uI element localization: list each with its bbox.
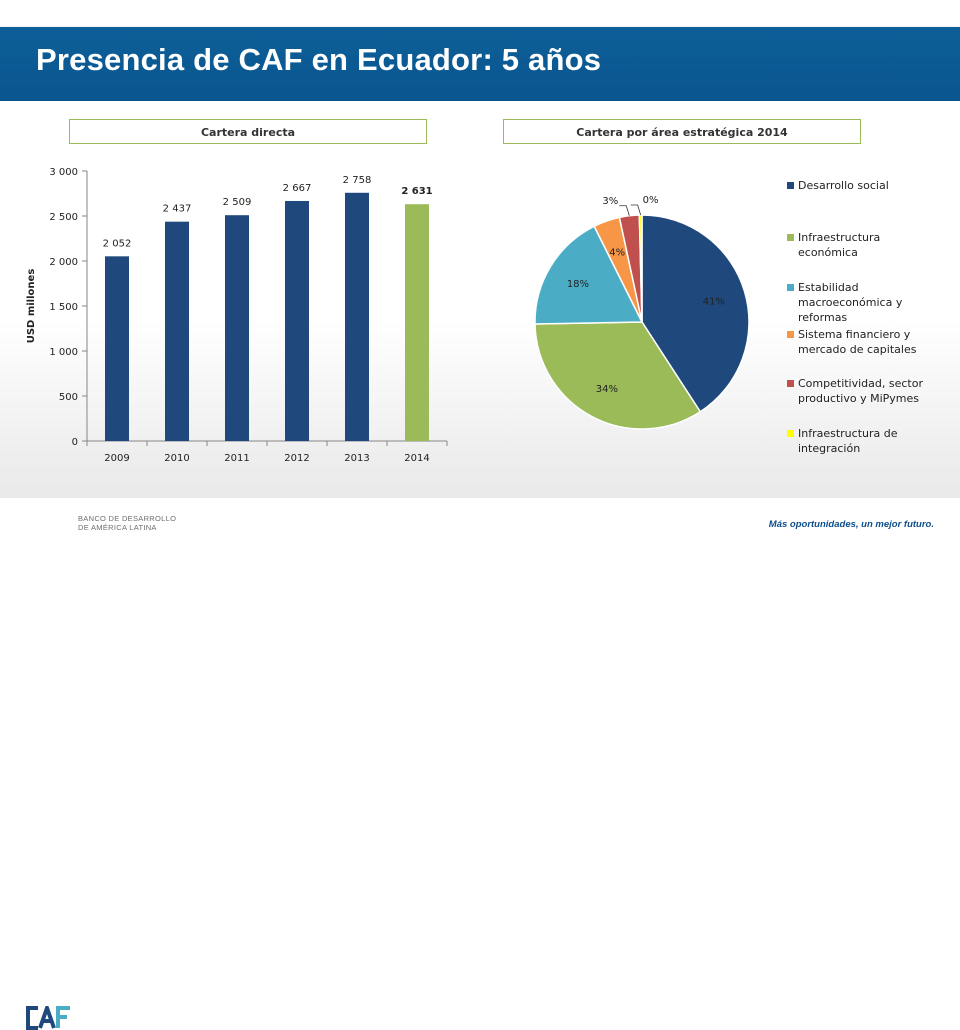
- pie-slice-5: [638, 214, 643, 323]
- bar-2009: [105, 256, 129, 441]
- legend-label: Estabilidad macroeconómica y reformas: [798, 281, 903, 324]
- legend-swatch: [787, 284, 794, 291]
- pie-label-3: 4%: [609, 247, 625, 258]
- legend-label: Sistema financiero y mercado de capitale…: [798, 328, 917, 356]
- legend-swatch: [787, 234, 794, 241]
- pie-label-4: 3%: [602, 196, 618, 207]
- pie-slice-2: [534, 225, 644, 325]
- legend-swatch: [787, 182, 794, 189]
- legend-swatch: [787, 430, 794, 437]
- leader-line-4: [619, 205, 630, 216]
- data-label-2013: 2 758: [343, 175, 372, 186]
- title-band: [0, 27, 960, 101]
- y-axis-label: USD millones: [26, 269, 37, 344]
- footer: [0, 498, 960, 1030]
- pie-chart: 41% 34% 18% 4% 3% 0%: [534, 195, 750, 430]
- bar-chart: 0 500 1 000 1 500 2 000 2 500 3 000 USD millone…: [26, 167, 448, 464]
- x-tick-label-2011: 2011: [224, 453, 249, 464]
- logo-line-1: BANCO DE DESARROLLO: [78, 514, 177, 523]
- data-label-2014: 2 631: [401, 186, 432, 197]
- pie-label-0: 41%: [703, 297, 725, 308]
- x-tick-label-2013: 2013: [344, 453, 369, 464]
- y-tick-label: 2 000: [49, 257, 78, 268]
- y-tick-label: 1 500: [49, 302, 78, 313]
- data-label-2011: 2 509: [223, 197, 252, 208]
- data-label-2009: 2 052: [103, 238, 132, 249]
- bar-2012: [285, 200, 309, 441]
- data-label-2010: 2 437: [163, 204, 192, 215]
- bar-2013: [345, 192, 369, 441]
- leader-line-5: [630, 204, 642, 216]
- pie-label-1: 34%: [596, 384, 618, 395]
- y-tick-label: 2 500: [49, 212, 78, 223]
- bar-2010: [165, 221, 189, 441]
- legend-label: Infraestructura de integración: [798, 427, 898, 455]
- bar-panel-header: Cartera directa: [69, 119, 427, 144]
- content-area: [0, 101, 960, 498]
- x-tick-label-2010: 2010: [164, 453, 189, 464]
- x-tick-label-2009: 2009: [104, 453, 129, 464]
- x-tick-label-2012: 2012: [284, 453, 309, 464]
- bar-2014: [405, 204, 429, 441]
- legend-label: Infraestructura económica: [798, 231, 881, 259]
- y-tick-label: 3 000: [49, 167, 78, 178]
- legend-swatch: [787, 380, 794, 387]
- page-title: Presencia de CAF en Ecuador: 5 años: [36, 42, 602, 77]
- legend-label: Competitividad, sector productivo y MiPy…: [798, 377, 923, 405]
- caf-logo: [26, 1006, 70, 1030]
- logo-caption: BANCO DE DESARROLLO DE AMÉRICA LATINA: [78, 514, 176, 532]
- bar-2011: [225, 215, 249, 441]
- tagline: Más oportunidades, un mejor futuro.: [768, 519, 934, 530]
- data-label-2012: 2 667: [283, 183, 312, 194]
- legend-label: Desarrollo social: [798, 179, 889, 192]
- logo-line-2: DE AMÉRICA LATINA: [78, 523, 157, 532]
- y-tick-label: 0: [72, 437, 78, 448]
- pie-panel-header: Cartera por área estratégica 2014: [503, 119, 861, 144]
- top-strip: [0, 0, 960, 22]
- pie-slice-1: [534, 321, 702, 430]
- x-tick-label-2014: 2014: [404, 453, 429, 464]
- pie-label-2: 18%: [567, 279, 589, 290]
- y-tick-label: 1 000: [49, 347, 78, 358]
- pie-label-5: 0%: [643, 195, 659, 206]
- legend-swatch: [787, 331, 794, 338]
- y-tick-label: 500: [59, 392, 78, 403]
